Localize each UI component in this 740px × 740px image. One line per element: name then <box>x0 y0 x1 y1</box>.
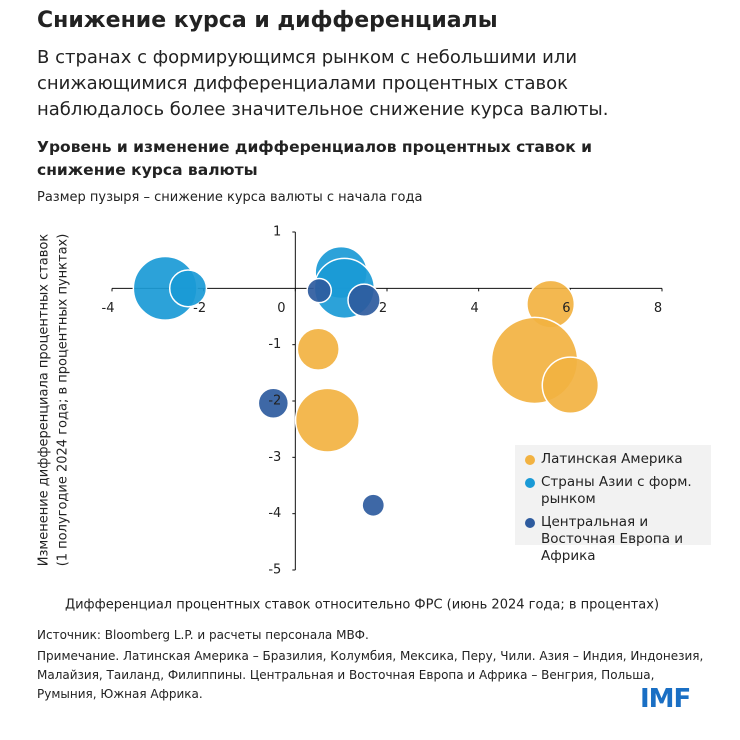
source: Источник: Bloomberg L.P. и расчеты персо… <box>37 628 369 642</box>
y-tick-label: -5 <box>268 563 281 578</box>
legend-marker <box>525 455 535 465</box>
x-tick-label: 2 <box>379 301 387 316</box>
bubble <box>294 387 360 453</box>
y-tick-label: -2 <box>268 394 281 409</box>
x-tick-label: -2 <box>193 301 206 316</box>
bubble <box>168 269 208 308</box>
y-tick-label: -1 <box>268 337 281 352</box>
y-tick-label: -4 <box>268 506 281 521</box>
chart-title: Уровень и изменение дифференциалов проце… <box>37 138 593 179</box>
title: Снижение курса и дифференциалы <box>37 8 498 33</box>
legend-label: Латинская Америка <box>541 451 683 467</box>
x-tick-label: 0 <box>277 301 285 316</box>
subtitle: В странах с формирующимся рынком с небол… <box>37 47 609 120</box>
legend-item: Латинская Америка <box>521 451 709 468</box>
x-tick-label: 4 <box>471 301 479 316</box>
legend-label: Страны Азии с форм. рынком <box>541 474 692 507</box>
legend-marker <box>525 478 535 488</box>
y-axis-label: Изменение дифференциала процентных ставо… <box>37 234 52 567</box>
x-axis-label: Дифференциал процентных ставок относител… <box>65 598 659 613</box>
note: Примечание. Латинская Америка – Бразилия… <box>37 649 704 701</box>
legend-item: Страны Азии с форм. рынком <box>521 474 709 508</box>
x-tick-label: -4 <box>102 301 115 316</box>
x-tick-label: 8 <box>654 301 662 316</box>
y-tick-label: -3 <box>268 450 281 465</box>
legend-marker <box>525 518 535 528</box>
bubble <box>541 356 600 415</box>
bubble <box>347 283 381 317</box>
size-note: Размер пузыря – снижение курса валюты с … <box>37 190 423 205</box>
legend-label: Центральная и Восточная Европа и Африка <box>541 514 684 564</box>
logo: IMF <box>640 684 691 714</box>
bubble <box>296 327 340 371</box>
y-axis-label: (1 полугодие 2024 года; в процентных пун… <box>56 234 71 567</box>
legend-item: Центральная и Восточная Европа и Африка <box>521 514 709 565</box>
legend: Латинская Америка Страны Азии с форм. рын… <box>515 445 711 564</box>
bubble <box>257 387 290 420</box>
x-tick-label: 6 <box>562 301 570 316</box>
bubble <box>361 493 386 518</box>
bubble <box>306 277 333 304</box>
y-tick-label: 1 <box>273 225 281 240</box>
